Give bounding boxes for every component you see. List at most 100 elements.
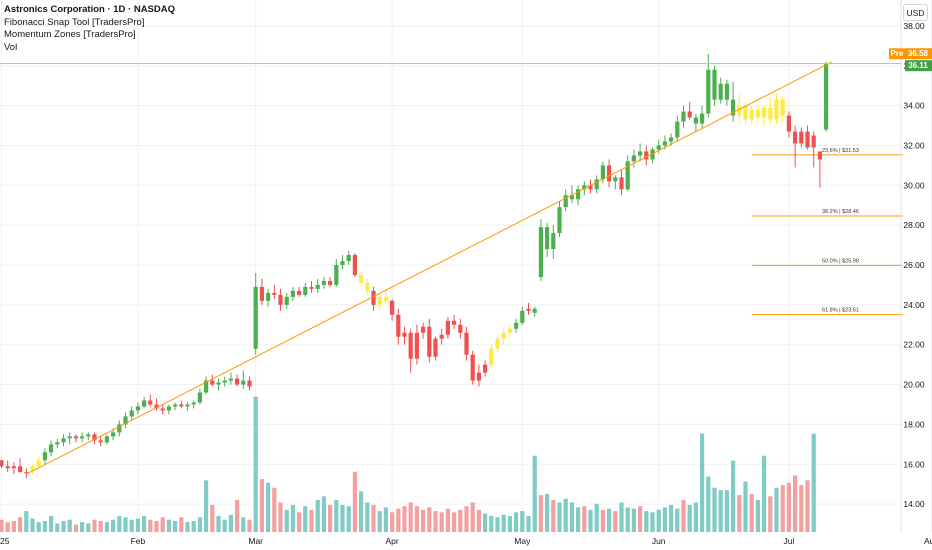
symbol-title[interactable]: Astronics Corporation · 1D · NASDAQ: [4, 4, 176, 15]
volume-bar: [582, 506, 587, 532]
volume-bar: [811, 433, 816, 532]
volume-bar: [30, 518, 35, 532]
volume-bar: [545, 493, 550, 532]
candle-body: [135, 406, 140, 411]
time-tick-label: Feb: [131, 536, 146, 546]
volume-bar: [259, 479, 264, 532]
volume-bar: [650, 512, 655, 532]
candle-body: [489, 348, 494, 365]
volume-bar: [743, 481, 748, 532]
candle-body: [371, 290, 376, 305]
volume-bar: [675, 508, 680, 532]
pre-market-price-badge: [905, 48, 932, 60]
candle-body: [390, 300, 395, 315]
candle-body: [36, 460, 41, 467]
volume-bar: [365, 502, 370, 532]
volume-bar: [445, 508, 450, 532]
volume-bar: [222, 519, 227, 532]
volume-bar: [191, 520, 196, 532]
volume-bar: [687, 504, 692, 532]
time-axis[interactable]: 25 Feb Mar Apr May Jun Jul Aug: [0, 536, 932, 546]
volume-bar: [470, 502, 475, 532]
volume-bar: [104, 522, 109, 532]
candle-body: [402, 332, 407, 337]
time-tick-label: Jul: [783, 536, 794, 546]
candle-body: [191, 402, 196, 405]
candle-body: [793, 131, 798, 144]
volume-bar: [805, 480, 810, 532]
volume-bar: [421, 509, 426, 532]
candle-body: [11, 466, 16, 469]
candle-body: [582, 185, 587, 190]
candle-body: [18, 466, 23, 473]
candle-body: [67, 436, 72, 439]
volume-bar: [197, 517, 202, 532]
indicator-volume[interactable]: Vol: [4, 41, 18, 53]
volume-bar: [576, 507, 581, 532]
volume-bar: [284, 509, 289, 532]
price-badges: Pre 36.58 36.11: [889, 48, 932, 72]
candle-body: [619, 177, 624, 190]
candle-body: [600, 165, 605, 180]
candle-body: [290, 290, 295, 297]
candle-body: [501, 332, 506, 339]
price-tick-label: 38.00: [903, 21, 925, 31]
candle-body: [712, 69, 717, 100]
volume-bar: [749, 493, 754, 532]
volume-bar: [290, 504, 295, 532]
volume-bar: [346, 506, 351, 532]
price-tick-label: 22.00: [903, 340, 925, 350]
candle-body: [538, 227, 543, 277]
price-axis[interactable]: 38.0036.0034.0032.0030.0028.0026.0024.00…: [903, 21, 925, 509]
volume-bar: [36, 522, 41, 532]
candle-body: [253, 286, 258, 349]
fib-level-label: 23.6% | $31.53: [822, 148, 859, 154]
volume-bar: [613, 511, 618, 532]
volume-bar: [588, 509, 593, 532]
candle-body: [569, 195, 574, 200]
volume-bar: [315, 500, 320, 532]
candle-body: [61, 438, 66, 443]
volume-bar: [154, 520, 159, 532]
candle-body: [55, 442, 60, 445]
volume-bar: [80, 522, 85, 532]
candle-body: [774, 99, 779, 120]
volume-bar: [142, 516, 147, 532]
candle-body: [73, 436, 78, 439]
volume-bar: [563, 498, 568, 532]
volume-bar: [408, 502, 413, 532]
volume-bar: [532, 455, 537, 532]
candle-body: [216, 382, 221, 385]
volume-bar: [123, 517, 128, 532]
indicator-fibonacci[interactable]: Fibonacci Snap Tool [TradersPro]: [4, 16, 145, 28]
volume-bar: [371, 504, 376, 532]
candle-body: [117, 424, 122, 433]
candle-body: [811, 135, 816, 148]
volume-bar: [607, 508, 612, 532]
price-tick-label: 14.00: [903, 499, 925, 509]
candle-body: [706, 69, 711, 114]
volume-bar: [390, 512, 395, 532]
volume-bar: [383, 507, 388, 532]
volume-bar: [67, 519, 72, 532]
currency-button[interactable]: USD: [903, 4, 928, 21]
volume-bar: [328, 504, 333, 532]
candle-body: [328, 280, 333, 285]
time-tick-label: May: [514, 536, 531, 546]
volume-bar: [594, 503, 599, 532]
candle-body: [42, 452, 47, 461]
volume-bar: [731, 460, 736, 532]
overlay: [0, 61, 901, 475]
volume-bar: [129, 519, 134, 532]
indicator-momentum[interactable]: Momentum Zones [TradersPro]: [4, 29, 136, 40]
volume-bar: [297, 512, 302, 532]
volume-bar: [520, 511, 525, 532]
candle-body: [700, 113, 705, 124]
candle-body: [613, 177, 618, 182]
volume-bar: [204, 480, 209, 532]
candle-body: [396, 314, 401, 337]
candle-body: [142, 400, 147, 407]
volume-bar: [706, 476, 711, 532]
fib-level-label: 61.8% | $23.51: [822, 308, 859, 314]
